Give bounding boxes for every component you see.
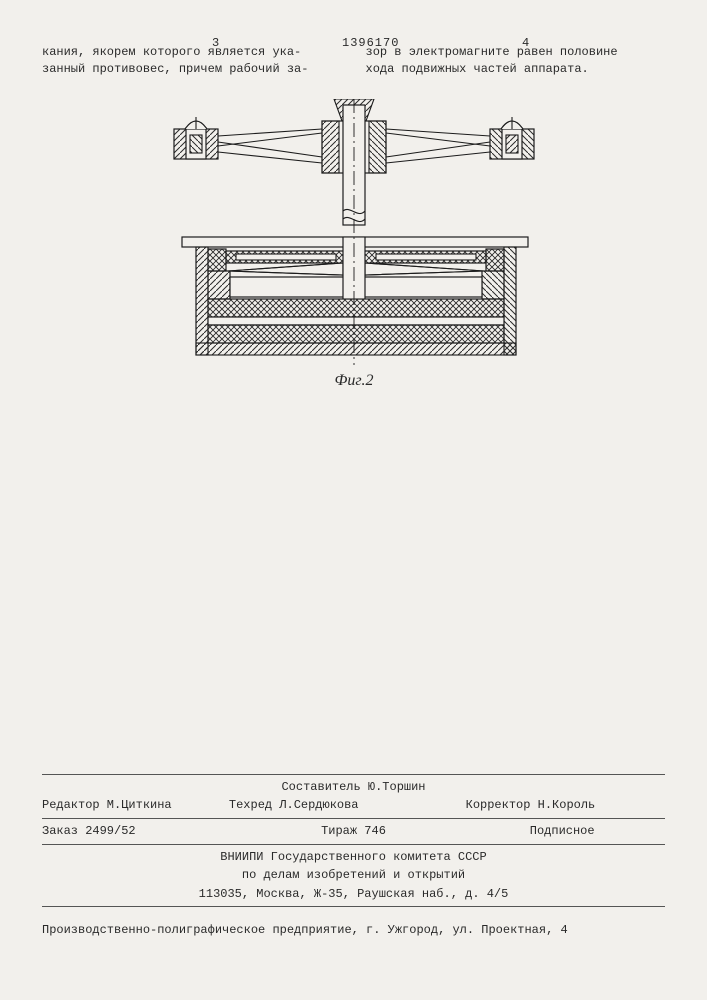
vniipi-line-1: ВНИИПИ Государственного комитета СССР: [42, 848, 665, 867]
vniipi-line-2: по делам изобретений и открытий: [42, 866, 665, 885]
figure-caption: Фиг.2: [334, 372, 373, 389]
credits-row: Редактор М.Циткина Техред Л.Сердюкова Ко…: [42, 796, 665, 815]
divider: [42, 906, 665, 907]
figure-svg: Фиг.2: [138, 99, 570, 389]
divider: [42, 818, 665, 819]
print-house-line: Производственно-полиграфическое предприя…: [42, 921, 665, 940]
imprint-block: Составитель Ю.Торшин Редактор М.Циткина …: [42, 771, 665, 940]
order-number: Заказ 2499/52: [42, 822, 248, 841]
signed-label: Подписное: [459, 822, 665, 841]
print-run: Тираж 746: [248, 822, 460, 841]
page-number-right: 4: [522, 36, 529, 50]
patent-number: 1396170: [342, 36, 399, 50]
technician-label: Техред Л.Сердюкова: [229, 796, 466, 815]
page-number-left: 3: [212, 36, 219, 50]
editor-label: Редактор М.Циткина: [42, 796, 229, 815]
corrector-label: Корректор Н.Король: [466, 796, 665, 815]
column-right: зор в электромагните равен половине хода…: [366, 44, 666, 79]
order-row: Заказ 2499/52 Тираж 746 Подписное: [42, 822, 665, 841]
figure-2: Фиг.2: [42, 99, 665, 389]
vniipi-line-3: 113035, Москва, Ж-35, Раушская наб., д. …: [42, 885, 665, 904]
divider: [42, 774, 665, 775]
divider: [42, 844, 665, 845]
compiler-line: Составитель Ю.Торшин: [42, 778, 665, 797]
column-left: кания, якорем которого является ука- зан…: [42, 44, 342, 79]
